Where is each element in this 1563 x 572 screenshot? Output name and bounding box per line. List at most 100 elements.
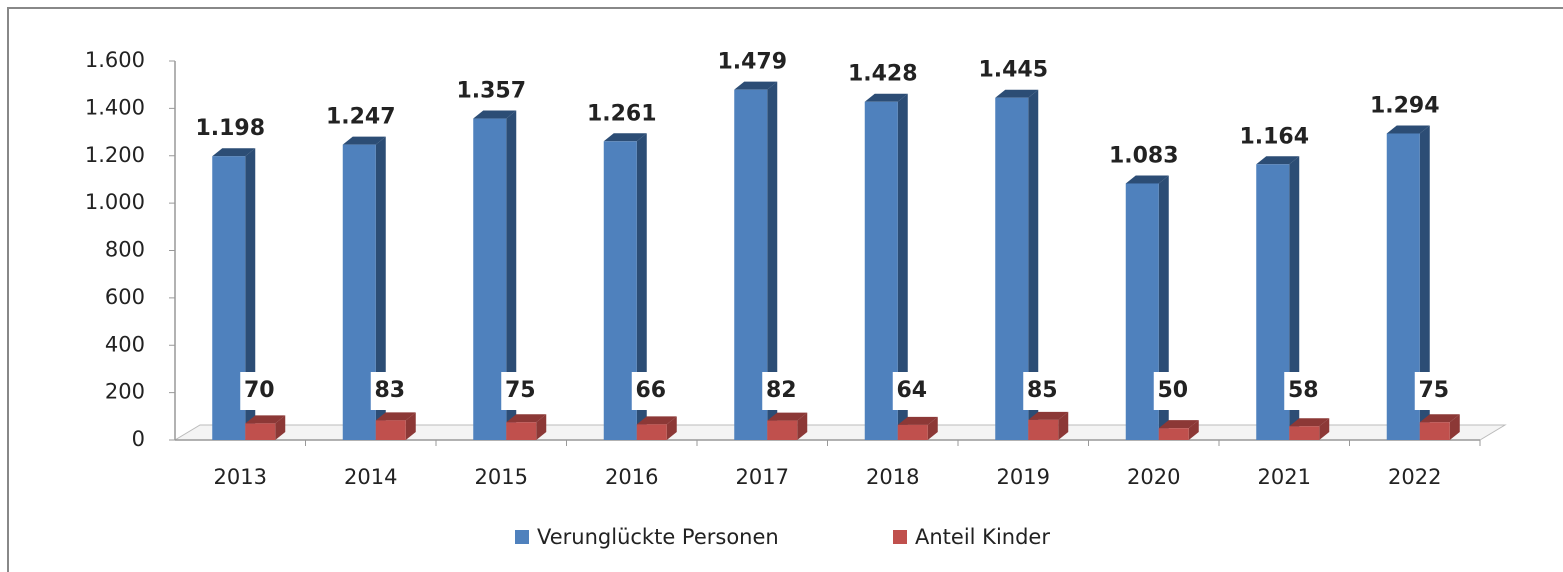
x-tick-label: 2014 bbox=[344, 465, 397, 489]
bar-front bbox=[473, 118, 507, 441]
bar-side bbox=[1289, 156, 1300, 440]
bar-side bbox=[927, 416, 938, 440]
bar-side bbox=[275, 415, 286, 440]
value-label-box bbox=[762, 372, 801, 410]
value-label: 66 bbox=[635, 378, 666, 403]
bar bbox=[1158, 420, 1199, 440]
x-tick-label: 2019 bbox=[997, 465, 1050, 489]
bar-top bbox=[1386, 125, 1430, 134]
value-label-box bbox=[1284, 372, 1323, 410]
value-label-box bbox=[501, 372, 540, 410]
bar-side bbox=[767, 81, 778, 441]
bar-side bbox=[1028, 89, 1039, 440]
bar bbox=[864, 93, 908, 441]
bar-top bbox=[245, 415, 286, 424]
bar-side bbox=[245, 148, 256, 440]
value-label: 64 bbox=[896, 378, 927, 403]
y-tick-label: 1.000 bbox=[85, 190, 145, 214]
value-label: 1.164 bbox=[1239, 124, 1309, 149]
y-tick-label: 200 bbox=[105, 380, 145, 404]
bar-front bbox=[995, 97, 1029, 440]
bar bbox=[897, 416, 938, 440]
legend-swatch bbox=[515, 530, 529, 544]
x-tick-label: 2015 bbox=[475, 465, 528, 489]
value-label-box bbox=[631, 372, 670, 410]
bar bbox=[245, 415, 286, 440]
bar-front bbox=[1419, 422, 1450, 440]
x-tick-label: 2013 bbox=[214, 465, 267, 489]
x-tick-label: 2016 bbox=[605, 465, 658, 489]
value-label: 1.247 bbox=[326, 105, 396, 130]
y-tick-label: 600 bbox=[105, 285, 145, 309]
bar bbox=[1256, 156, 1300, 440]
bar-top bbox=[212, 148, 256, 157]
bar bbox=[1419, 414, 1460, 440]
bar-front bbox=[767, 420, 798, 440]
bar-side bbox=[897, 93, 908, 441]
chart-frame bbox=[7, 7, 1563, 572]
bar-side bbox=[536, 414, 547, 440]
bar bbox=[1125, 175, 1169, 441]
bar-front bbox=[375, 420, 406, 440]
bar-front bbox=[1256, 164, 1290, 440]
bar-side bbox=[666, 416, 677, 440]
x-tick-label: 2020 bbox=[1127, 465, 1180, 489]
legend-label: Verunglückte Personen bbox=[537, 525, 779, 549]
bar-side bbox=[405, 412, 416, 440]
value-label: 75 bbox=[1418, 378, 1449, 403]
bar-top bbox=[1256, 156, 1300, 165]
bar-top bbox=[506, 414, 547, 423]
x-tick-label: 2017 bbox=[736, 465, 789, 489]
bar-top bbox=[734, 81, 778, 90]
bar-side bbox=[636, 133, 647, 440]
legend-swatch bbox=[893, 530, 907, 544]
bar-top bbox=[473, 110, 517, 119]
bar bbox=[1028, 411, 1069, 440]
x-tick-label: 2018 bbox=[866, 465, 919, 489]
value-label: 58 bbox=[1288, 378, 1319, 403]
bar bbox=[212, 148, 256, 440]
bar-front bbox=[636, 424, 667, 440]
y-tick-label: 400 bbox=[105, 332, 145, 356]
value-label-box bbox=[1414, 372, 1453, 410]
bar-side bbox=[1419, 125, 1430, 440]
bar-top bbox=[375, 412, 416, 421]
value-label: 75 bbox=[505, 378, 536, 403]
value-label-box bbox=[1153, 372, 1192, 410]
bar-front bbox=[1158, 428, 1189, 440]
bar-side bbox=[1319, 418, 1330, 440]
bar-side bbox=[1449, 414, 1460, 440]
value-label: 1.428 bbox=[848, 62, 918, 87]
bar-side bbox=[797, 412, 808, 440]
value-label: 1.294 bbox=[1370, 93, 1440, 118]
value-label: 70 bbox=[244, 378, 275, 403]
bar-side bbox=[375, 136, 386, 440]
bar-top bbox=[1289, 418, 1330, 427]
y-tick-label: 1.400 bbox=[85, 95, 145, 119]
bar-top bbox=[636, 416, 677, 425]
bar-top bbox=[1028, 411, 1069, 420]
value-label-box bbox=[892, 372, 931, 410]
bar-top bbox=[342, 136, 386, 145]
bar-front bbox=[506, 422, 537, 440]
bar-front bbox=[212, 156, 246, 440]
y-tick-label: 800 bbox=[105, 238, 145, 262]
value-label: 82 bbox=[766, 378, 797, 403]
bar-front bbox=[245, 423, 276, 440]
y-tick-label: 1.200 bbox=[85, 143, 145, 167]
bar-front bbox=[864, 101, 898, 441]
value-label-box bbox=[240, 372, 279, 410]
legend-label: Anteil Kinder bbox=[915, 525, 1050, 549]
bar-top bbox=[767, 412, 808, 421]
value-label: 1.445 bbox=[978, 58, 1048, 83]
bar-front bbox=[603, 141, 637, 440]
value-label: 1.198 bbox=[195, 116, 265, 141]
bar-top bbox=[864, 93, 908, 102]
value-label: 83 bbox=[374, 378, 405, 403]
bar bbox=[1289, 418, 1330, 440]
x-tick-label: 2022 bbox=[1388, 465, 1441, 489]
value-label: 85 bbox=[1027, 378, 1058, 403]
bar-top bbox=[1125, 175, 1169, 184]
bar bbox=[995, 89, 1039, 440]
